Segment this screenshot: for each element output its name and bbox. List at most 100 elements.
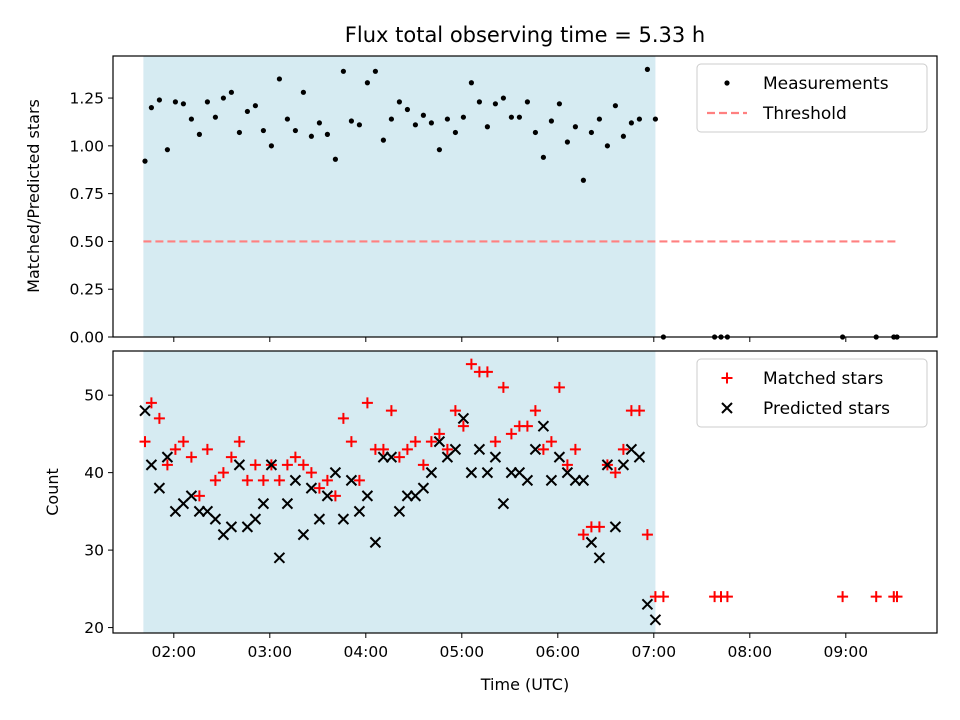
axes-frame [112,55,938,338]
measurement-point [516,114,523,120]
measurement-point [508,114,514,120]
matched-stars-point [281,459,293,471]
measurement-point [156,97,162,103]
matched-stars-point [545,436,557,448]
matched-stars-point [465,358,477,370]
matched-stars-point [273,474,285,486]
matched-stars-point [721,591,733,603]
measurement-point [348,118,354,124]
predicted-stars-point [321,490,334,502]
measurement-point [148,105,154,111]
predicted-stars-point [577,474,590,487]
predicted-stars-point [393,505,406,518]
predicted-stars-point [361,490,374,502]
x-axis-label: Time (UTC) [480,675,569,694]
bottom-y-axis-label: Count [43,468,62,516]
y-tick-label: 0.25 [69,281,104,299]
predicted-stars-point [553,451,566,463]
x-tick-label: 05:00 [439,643,484,661]
measurement-point [212,114,218,120]
legend-label: Matched stars [763,369,883,389]
measurement-point [324,131,330,137]
predicted-stars-point [425,466,438,479]
chart-title: Flux total observing time = 5.33 h [345,23,705,47]
measurement-point [396,99,402,105]
measurement-point [612,103,619,109]
predicted-stars-point [601,459,614,471]
measurement-point [356,122,362,128]
measurement-point [500,95,506,101]
predicted-stars-point [185,490,198,502]
matched-stars-point [139,436,151,448]
measurement-point [292,127,298,134]
predicted-stars-point [145,459,158,471]
observing-window-shade [143,56,656,337]
measurement-point [652,116,659,122]
y-tick-label: 1.25 [69,90,104,108]
measurement-point [620,133,627,139]
predicted-stars-point [139,404,151,417]
predicted-stars-point [265,459,278,471]
measurement-point [172,99,178,105]
y-tick-label: 0.75 [69,185,104,203]
predicted-stars-point [641,598,654,611]
predicted-stars-point [593,552,606,564]
legend-box [696,63,928,133]
matched-stars-point [521,420,533,432]
axes-frame [112,350,938,634]
matched-stars-point [177,436,189,448]
matched-stars-point [353,474,365,486]
measurement-point [188,116,194,122]
measurement-point [644,66,651,72]
measurement-point [572,124,579,130]
top-y-axis-label: Matched/Predicted stars [24,99,43,293]
predicted-stars-point [497,497,510,510]
matched-stars-point [345,436,357,448]
predicted-stars-point [473,443,486,456]
matched-stars-point [385,405,397,417]
matched-stars-point [233,436,245,448]
measurement-point [244,108,250,115]
predicted-stars-point [585,536,598,549]
y-tick-label: 30 [84,542,104,560]
predicted-stars-point [345,474,358,487]
predicted-stars-point [257,497,270,510]
matched-stars-point [609,467,621,479]
measurement-point [196,131,202,137]
measurement-point [636,116,643,122]
measurement-point [492,101,498,107]
matched-stars-point [633,405,645,417]
matched-stars-point [425,436,437,448]
predicted-stars-point [369,536,382,549]
matched-stars-point [641,529,653,541]
legend-label: Threshold [762,104,847,124]
matched-stars-point [169,443,181,455]
matched-stars-point [401,443,413,455]
matched-stars-point [837,591,849,603]
matched-stars-point [870,591,882,603]
y-tick-label: 20 [84,619,104,637]
y-tick-label: 0.00 [69,329,104,347]
matched-stars-point [441,443,453,455]
measurement-point [444,116,450,122]
measurement-point [452,129,458,136]
x-tick-label: 09:00 [823,643,868,661]
measurement-point [428,120,434,126]
legend-label: Measurements [763,74,889,94]
measurement-point [204,99,210,105]
measurement-point [476,99,482,105]
measurement-point [316,120,322,126]
matched-stars-point [577,529,589,541]
measurement-point [588,129,595,136]
legend-predicted-marker [721,402,733,414]
measurement-point [460,114,466,120]
x-tick-label: 02:00 [151,643,196,661]
measurement-point [372,68,378,74]
measurement-point [548,118,555,124]
measurement-point [364,80,370,86]
measurement-point [420,112,426,118]
matched-stars-point [553,381,565,393]
observing-window-shade [143,351,656,633]
matched-stars-point [321,474,333,486]
legend-matched-marker [721,372,733,384]
